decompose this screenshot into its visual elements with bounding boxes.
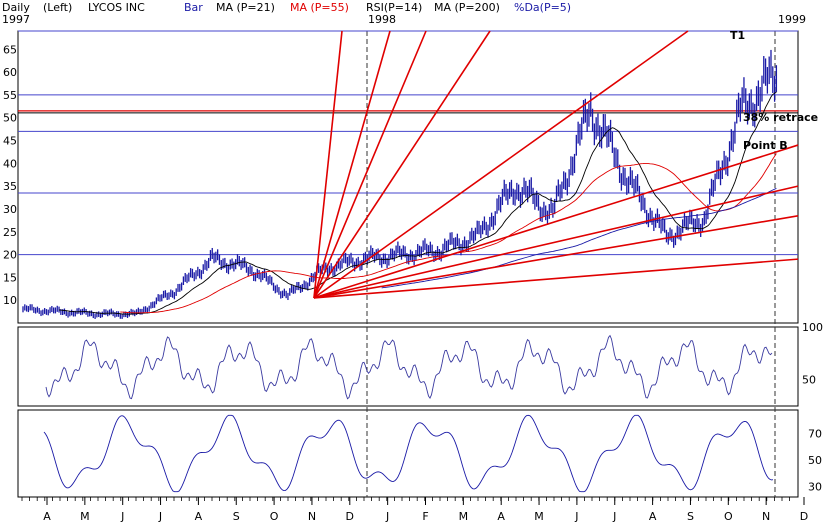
- symbol-label: LYCOS INC: [88, 1, 145, 14]
- price-panel: 10 15 20 25 30 35 40 45 50 55 60 65: [3, 30, 799, 319]
- price-y-tick: 50: [3, 112, 17, 125]
- period-label: Daily: [2, 1, 30, 14]
- fan-line: [313, 30, 343, 298]
- fan-line: [313, 214, 799, 299]
- legend-da: %Da(P=5): [514, 1, 571, 14]
- annotation-t1: T1: [730, 29, 745, 42]
- year-1997-label: 1997: [2, 13, 30, 26]
- fan-line: [313, 144, 799, 299]
- month-label: M: [459, 510, 469, 523]
- legend-bar: Bar: [184, 1, 203, 14]
- fan-line: [313, 30, 491, 299]
- price-y-tick: 10: [3, 294, 17, 307]
- month-label: S: [233, 510, 240, 523]
- price-y-tick: 55: [3, 89, 17, 102]
- da-panel-frame: [17, 409, 799, 498]
- year-1999-label: 1999: [778, 13, 806, 26]
- da-y-tick: 30: [808, 480, 822, 493]
- da-y-tick: 50: [808, 454, 822, 467]
- legend-ma55: MA (P=55): [290, 1, 349, 14]
- price-y-tick: 45: [3, 135, 17, 148]
- month-label: A: [195, 510, 203, 523]
- da-line: [43, 414, 774, 493]
- da-y-tick: 70: [808, 428, 822, 441]
- year-1998-label: 1998: [368, 13, 396, 26]
- fan-line: [313, 30, 689, 299]
- ma200-line: [381, 187, 777, 289]
- price-y-tick: 25: [3, 226, 17, 239]
- ma21-line: [58, 91, 777, 315]
- month-label: J: [612, 510, 616, 523]
- x-axis: AMJJASONDJFMAMJJASONDJ: [21, 497, 808, 523]
- month-label: A: [497, 510, 505, 523]
- month-label: A: [43, 510, 51, 523]
- month-label: N: [308, 510, 316, 523]
- fan-line: [313, 30, 391, 299]
- month-label: S: [687, 510, 694, 523]
- month-label: J: [120, 510, 124, 523]
- price-y-tick: 60: [3, 66, 17, 79]
- month-label: A: [649, 510, 657, 523]
- month-label: J: [158, 510, 162, 523]
- month-label: D: [800, 510, 808, 523]
- month-label: F: [422, 510, 428, 523]
- rsi-line: [45, 334, 773, 400]
- price-y-tick: 15: [3, 271, 17, 284]
- da-panel: 30 50 70: [43, 414, 822, 493]
- ma55-line: [120, 153, 777, 314]
- rsi-panel: 50 100: [45, 321, 823, 400]
- month-label: M: [80, 510, 90, 523]
- price-y-tick: 30: [3, 203, 17, 216]
- price-y-tick: 65: [3, 43, 17, 56]
- month-label: J: [385, 510, 389, 523]
- month-label: O: [270, 510, 279, 523]
- price-y-tick: 20: [3, 249, 17, 262]
- axis-side-label: (Left): [43, 1, 72, 14]
- annotation-retrace: 38% retrace: [743, 111, 818, 124]
- month-label: D: [346, 510, 354, 523]
- legend-ma21: MA (P=21): [216, 1, 275, 14]
- month-label: J: [574, 510, 578, 523]
- rsi-y-tick: 100: [802, 321, 823, 334]
- legend-ma200: MA (P=200): [434, 1, 500, 14]
- price-y-tick: 40: [3, 157, 17, 170]
- rsi-panel-frame: [17, 326, 799, 407]
- fan-line: [313, 185, 799, 299]
- fan-line: [313, 258, 799, 299]
- month-label: M: [534, 510, 544, 523]
- month-label: N: [762, 510, 770, 523]
- annotation-point-b: Point B: [743, 139, 788, 152]
- fan-line: [313, 30, 427, 299]
- price-y-tick: 35: [3, 180, 17, 193]
- month-label: O: [724, 510, 733, 523]
- rsi-y-tick: 50: [802, 374, 816, 387]
- legend-rsi: RSI(P=14): [366, 1, 422, 14]
